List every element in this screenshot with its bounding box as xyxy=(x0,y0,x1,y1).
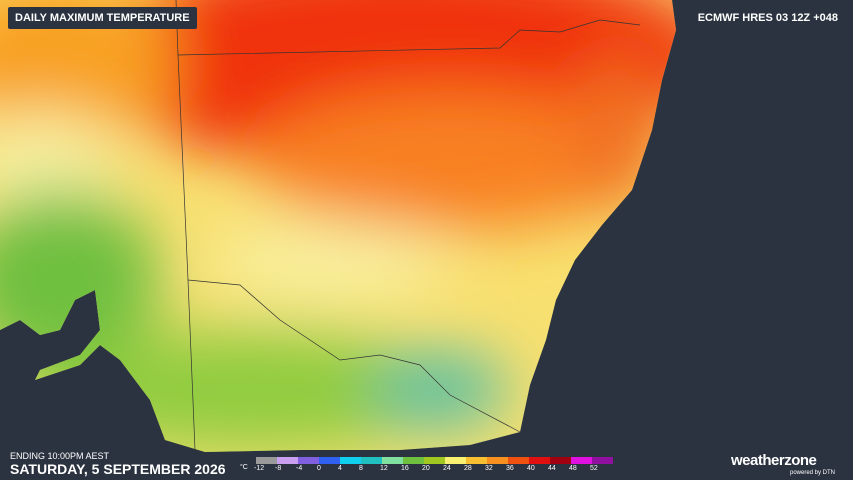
legend-swatch xyxy=(277,457,298,464)
legend-tick-label: 16 xyxy=(401,465,409,472)
legend-tick-label: 48 xyxy=(569,465,577,472)
state-borders xyxy=(175,0,641,451)
legend-swatch xyxy=(424,457,445,464)
legend-swatch xyxy=(319,457,340,464)
legend-swatch xyxy=(298,457,319,464)
legend-swatch xyxy=(466,457,487,464)
ending-label: ENDING 10:00PM AEST xyxy=(10,451,110,461)
legend-tick-label: 12 xyxy=(380,465,388,472)
legend-swatch xyxy=(487,457,508,464)
legend-swatch xyxy=(445,457,466,464)
model-label: ECMWF HRES 03 12Z +048 xyxy=(690,7,845,29)
legend-tick-label: 40 xyxy=(527,465,535,472)
legend-tick-label: -4 xyxy=(296,465,303,472)
date-label: SATURDAY, 5 SEPTEMBER 2026 xyxy=(10,461,226,477)
brand-powered: powered by DTN xyxy=(790,470,836,476)
legend-swatch xyxy=(508,457,529,464)
brand: weatherzone xyxy=(731,452,817,469)
legend-tick-label: -12 xyxy=(254,465,265,472)
legend-swatch xyxy=(340,457,361,464)
legend-swatch xyxy=(361,457,382,464)
legend-swatch xyxy=(550,457,571,464)
title: DAILY MAXIMUM TEMPERATURE xyxy=(8,7,197,29)
legend-swatch xyxy=(592,457,613,464)
legend-tick-label: 4 xyxy=(338,465,342,472)
legend-swatch xyxy=(529,457,550,464)
legend-tick-label: 20 xyxy=(422,465,430,472)
legend-tick-label: 8 xyxy=(359,465,363,472)
legend-tick-label: 52 xyxy=(590,465,598,472)
legend-swatch xyxy=(256,457,277,464)
legend-tick-label: 28 xyxy=(464,465,472,472)
legend-swatch xyxy=(382,457,403,464)
legend-swatch xyxy=(571,457,592,464)
legend-tick-label: 44 xyxy=(548,465,556,472)
legend-tick-label: 24 xyxy=(443,465,451,472)
temperature-field xyxy=(0,0,676,452)
legend-tick-label: -8 xyxy=(275,465,282,472)
legend-tick-label: 0 xyxy=(317,465,321,472)
legend-swatch xyxy=(403,457,424,464)
legend-tick-label: 36 xyxy=(506,465,514,472)
legend-tick-label: 32 xyxy=(485,465,493,472)
legend-unit: °C xyxy=(240,464,248,471)
